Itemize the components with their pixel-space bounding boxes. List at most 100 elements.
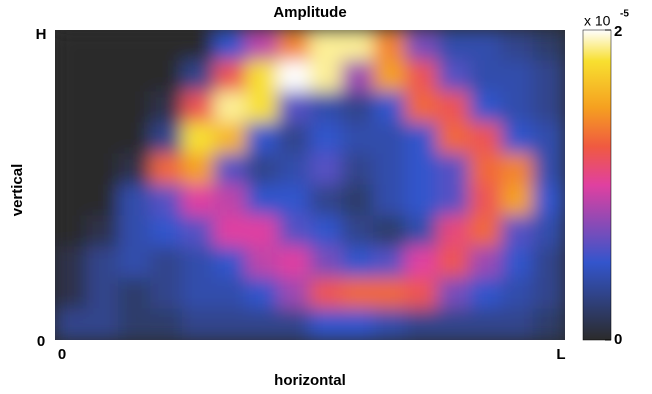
heatmap-cell <box>309 122 343 155</box>
heatmap-cell <box>277 91 311 124</box>
heatmap-cell <box>532 308 565 340</box>
heatmap-cell <box>182 246 215 279</box>
heatmap-cell <box>500 122 534 155</box>
heatmap-cell <box>150 153 183 186</box>
heatmap-cell <box>500 246 534 279</box>
heatmap-cell <box>373 153 407 186</box>
heatmap-cell <box>532 122 565 155</box>
heatmap-cell <box>245 30 279 62</box>
heatmap-cell <box>55 91 88 124</box>
heatmap-cell <box>118 246 152 279</box>
heatmap-cell <box>405 215 438 248</box>
heatmap-cell <box>182 122 215 155</box>
heatmap-cell <box>405 246 438 279</box>
heatmap-cell <box>437 122 470 155</box>
heatmap-cell <box>468 91 502 124</box>
heatmap-cell <box>532 277 565 310</box>
heatmap-cell <box>341 122 375 155</box>
heatmap-cell <box>341 60 375 93</box>
heatmap-cell <box>150 246 183 279</box>
heatmap-cell <box>468 308 502 340</box>
heatmap-cell <box>341 246 375 279</box>
heatmap-cell <box>405 60 438 93</box>
heatmap-cell <box>150 60 183 93</box>
heatmap-cell <box>437 308 470 340</box>
heatmap-cell <box>182 153 215 186</box>
heatmap-cell <box>118 215 152 248</box>
heatmap-cell <box>437 184 470 217</box>
heatmap-cell <box>213 246 247 279</box>
heatmap-cell <box>182 277 215 310</box>
heatmap-cell <box>500 215 534 248</box>
heatmap-cell <box>150 122 183 155</box>
heatmap-cell <box>341 308 375 340</box>
heatmap-cell <box>86 91 120 124</box>
heatmap-cell <box>532 246 565 279</box>
heatmap-cell <box>277 122 311 155</box>
heatmap-cell <box>468 246 502 279</box>
heatmap-cell <box>245 215 279 248</box>
heatmap-cell <box>437 30 470 62</box>
heatmap-cell <box>277 153 311 186</box>
heatmap-cell <box>118 277 152 310</box>
y-tick-label: H <box>36 26 47 43</box>
heatmap-cells <box>55 30 565 340</box>
heatmap-cell <box>437 277 470 310</box>
heatmap-cell <box>55 60 88 93</box>
heatmap-cell <box>182 30 215 62</box>
heatmap-cell <box>468 30 502 62</box>
heatmap-cell <box>437 246 470 279</box>
heatmap-cell <box>245 153 279 186</box>
heatmap-cell <box>182 184 215 217</box>
heatmap-cell <box>373 30 407 62</box>
heatmap-cell <box>500 91 534 124</box>
heatmap-cell <box>341 91 375 124</box>
heatmap-cell <box>437 153 470 186</box>
heatmap-cell <box>373 277 407 310</box>
heatmap-cell <box>500 184 534 217</box>
heatmap-cell <box>532 153 565 186</box>
x-axis-label: horizontal <box>274 372 346 389</box>
heatmap-cell <box>373 246 407 279</box>
heatmap-cell <box>341 184 375 217</box>
heatmap-cell <box>182 60 215 93</box>
heatmap-cell <box>55 308 88 340</box>
heatmap-cell <box>309 215 343 248</box>
heatmap-cell <box>213 60 247 93</box>
heatmap-cell <box>86 246 120 279</box>
heatmap-cell <box>245 184 279 217</box>
heatmap-cell <box>55 122 88 155</box>
heatmap-cell <box>150 30 183 62</box>
heatmap-cell <box>277 308 311 340</box>
heatmap-cell <box>405 153 438 186</box>
heatmap-cell <box>437 215 470 248</box>
heatmap-cell <box>468 122 502 155</box>
heatmap-cell <box>405 122 438 155</box>
heatmap-cell <box>213 30 247 62</box>
heatmap-cell <box>341 30 375 62</box>
heatmap-cell <box>213 308 247 340</box>
heatmap-cell <box>245 122 279 155</box>
heatmap-cell <box>309 91 343 124</box>
heatmap-cell <box>150 184 183 217</box>
heatmap-cell <box>532 215 565 248</box>
heatmap-cell <box>277 184 311 217</box>
heatmap-cell <box>86 184 120 217</box>
heatmap-cell <box>532 60 565 93</box>
heatmap-cell <box>213 153 247 186</box>
heatmap-cell <box>405 30 438 62</box>
heatmap-cell <box>405 91 438 124</box>
heatmap-cell <box>213 122 247 155</box>
heatmap-cell <box>373 215 407 248</box>
heatmap-cell <box>405 184 438 217</box>
heatmap-cell <box>245 91 279 124</box>
y-axis-label: vertical <box>9 164 26 217</box>
x-tick-label: L <box>556 346 565 363</box>
heatmap-cell <box>245 246 279 279</box>
heatmap-cell <box>277 215 311 248</box>
heatmap-cell <box>182 308 215 340</box>
heatmap-cell <box>341 215 375 248</box>
heatmap-cell <box>309 277 343 310</box>
